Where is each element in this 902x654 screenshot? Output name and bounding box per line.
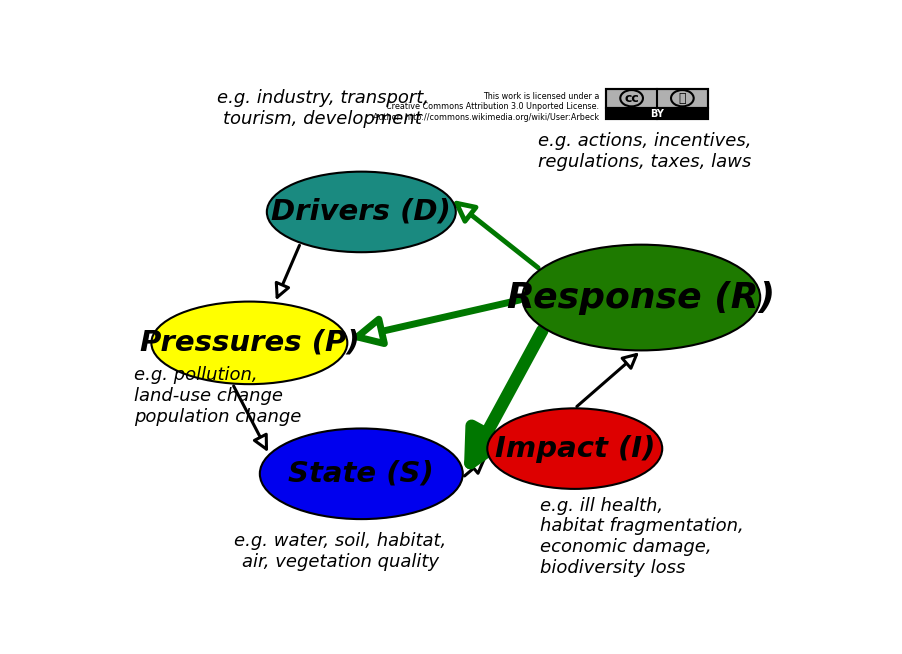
Circle shape — [620, 90, 642, 107]
Text: Pressures (P): Pressures (P) — [140, 329, 359, 357]
Ellipse shape — [487, 408, 661, 489]
Text: e.g. ill health,
habitat fragmentation,
economic damage,
biodiversity loss: e.g. ill health, habitat fragmentation, … — [539, 496, 742, 577]
Ellipse shape — [521, 245, 759, 351]
Text: Ⓘ: Ⓘ — [678, 92, 686, 105]
Text: State (S): State (S) — [288, 460, 434, 488]
Text: Impact (I): Impact (I) — [494, 435, 654, 462]
Ellipse shape — [260, 428, 463, 519]
Text: e.g. water, soil, habitat,
air, vegetation quality: e.g. water, soil, habitat, air, vegetati… — [234, 532, 446, 571]
Text: This work is licensed under a
Creative Commons Attribution 3.0 Unported License.: This work is licensed under a Creative C… — [373, 92, 599, 122]
Text: Response (R): Response (R) — [507, 281, 775, 315]
Text: e.g. actions, incentives,
regulations, taxes, laws: e.g. actions, incentives, regulations, t… — [538, 132, 750, 171]
Bar — [605, 88, 707, 108]
Circle shape — [670, 90, 693, 107]
Ellipse shape — [152, 301, 347, 384]
Text: Drivers (D): Drivers (D) — [272, 198, 451, 226]
Text: e.g. industry, transport,
tourism, development: e.g. industry, transport, tourism, devel… — [216, 90, 428, 128]
Bar — [605, 108, 707, 119]
Text: cc: cc — [623, 92, 639, 105]
Text: e.g. pollution,
land-use change
population change: e.g. pollution, land-use change populati… — [133, 366, 301, 426]
Ellipse shape — [267, 171, 456, 252]
Text: BY: BY — [649, 109, 663, 118]
Bar — [605, 88, 707, 119]
